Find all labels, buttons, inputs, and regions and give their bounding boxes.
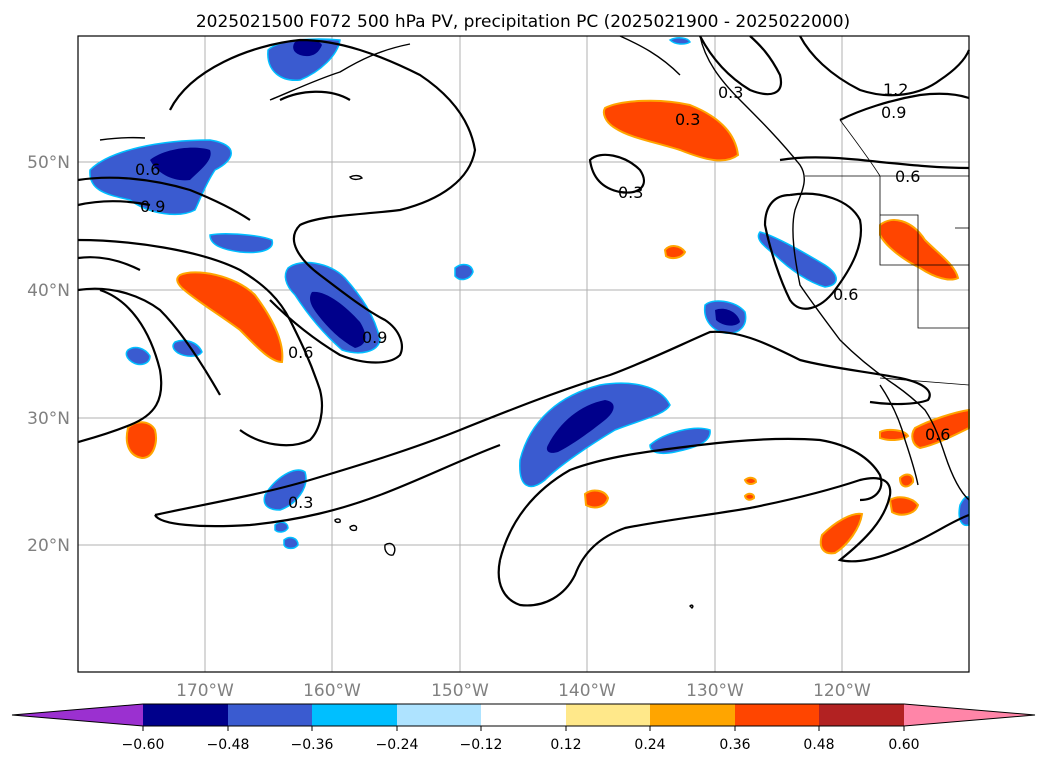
map-area xyxy=(78,36,969,672)
lon-label: 170°W xyxy=(176,681,234,701)
lon-label: 130°W xyxy=(686,681,744,701)
longitude-labels: 170°W 160°W 150°W 140°W 130°W 120°W xyxy=(176,681,871,701)
lat-label: 40°N xyxy=(27,281,70,301)
borders xyxy=(805,119,970,386)
colorbar-ticks xyxy=(142,726,905,731)
colorbar-segment xyxy=(735,704,819,726)
colorbar-tick-label: −0.60 xyxy=(122,737,165,753)
contour-labels: 0.6 0.9 0.6 0.9 0.3 0.3 0.3 0.6 1.2 0.9 … xyxy=(135,80,950,512)
latitude-labels: 50°N 40°N 30°N 20°N xyxy=(27,153,70,556)
colorbar-extend-max xyxy=(904,704,1035,726)
contour-label: 0.3 xyxy=(288,493,313,512)
lat-label: 30°N xyxy=(27,409,70,429)
colorbar-segment xyxy=(481,704,566,726)
contour-label: 1.2 xyxy=(883,80,908,99)
colorbar-tick-label: 0.60 xyxy=(888,737,919,753)
colorbar-extend-min xyxy=(12,704,143,726)
lon-label: 120°W xyxy=(813,681,871,701)
contour-label: 0.6 xyxy=(288,343,313,362)
colorbar-segment xyxy=(397,704,481,726)
contour-label: 0.6 xyxy=(135,160,160,179)
colorbar-tick-label: −0.36 xyxy=(291,737,334,753)
contour-label: 0.9 xyxy=(362,328,387,347)
contour-label: 0.3 xyxy=(618,183,643,202)
colorbar-tick-label: 0.24 xyxy=(634,737,665,753)
colorbar-segment xyxy=(228,704,312,726)
colorbar-tick-label: −0.12 xyxy=(460,737,503,753)
negative-precip-fills xyxy=(89,37,970,550)
colorbar-tick-label: 0.48 xyxy=(803,737,834,753)
contour-label: 0.9 xyxy=(881,103,906,122)
colorbar: −0.60 −0.48 −0.36 −0.24 −0.12 0.12 0.24 … xyxy=(11,703,1036,753)
coastlines xyxy=(99,35,970,609)
colorbar-tick-label: −0.48 xyxy=(207,737,250,753)
contour-label: 0.9 xyxy=(140,197,165,216)
colorbar-tick-label: 0.12 xyxy=(550,737,581,753)
lat-label: 20°N xyxy=(27,536,70,556)
lon-label: 150°W xyxy=(431,681,489,701)
colorbar-segment xyxy=(650,704,735,726)
contour-label: 0.6 xyxy=(833,285,858,304)
contour-label: 0.3 xyxy=(675,110,700,129)
colorbar-tick-label: 0.36 xyxy=(719,737,750,753)
positive-precip-fills xyxy=(125,99,970,555)
colorbar-segment xyxy=(566,704,650,726)
colorbar-segment xyxy=(312,704,397,726)
contour-label: 0.3 xyxy=(718,83,743,102)
pv-contours xyxy=(77,35,971,607)
lon-label: 160°W xyxy=(303,681,361,701)
map-frame xyxy=(77,35,970,673)
colorbar-segment xyxy=(143,704,228,726)
contour-label: 0.6 xyxy=(925,425,950,444)
lon-label: 140°W xyxy=(558,681,616,701)
lat-label: 50°N xyxy=(27,153,70,173)
colorbar-segment xyxy=(819,704,904,726)
contour-label: 0.6 xyxy=(895,167,920,186)
figure-title: 2025021500 F072 500 hPa PV, precipitatio… xyxy=(196,12,850,32)
colorbar-tick-label: −0.24 xyxy=(376,737,419,753)
colorbar-tick-labels: −0.60 −0.48 −0.36 −0.24 −0.12 0.12 0.24 … xyxy=(122,737,920,753)
